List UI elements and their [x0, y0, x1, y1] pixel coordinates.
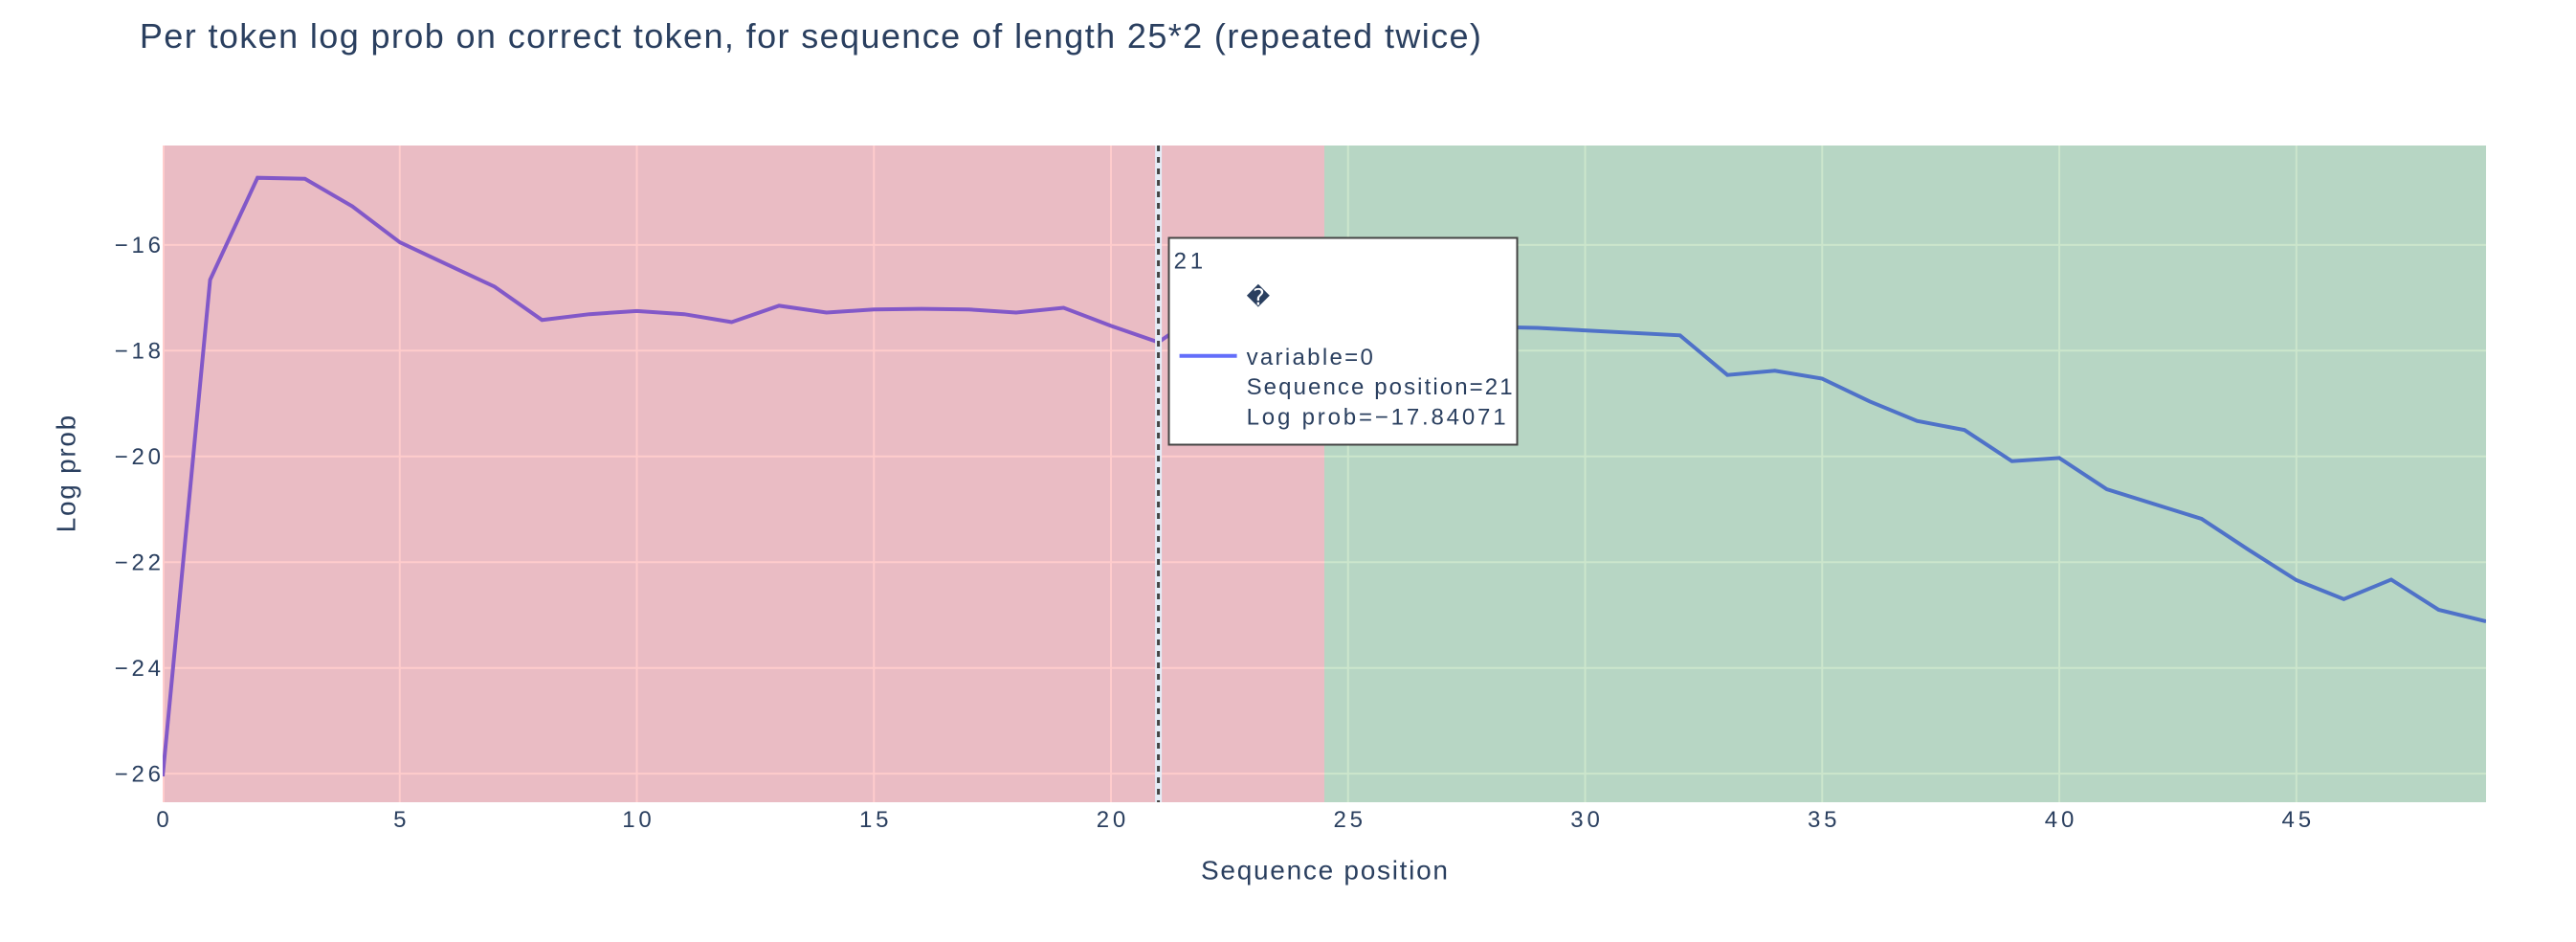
- svg-text:Per token log prob on correct: Per token log prob on correct token, for…: [140, 16, 1481, 56]
- svg-text:Log prob: Log prob: [52, 415, 81, 533]
- svg-text:Sequence position: Sequence position: [1201, 856, 1448, 886]
